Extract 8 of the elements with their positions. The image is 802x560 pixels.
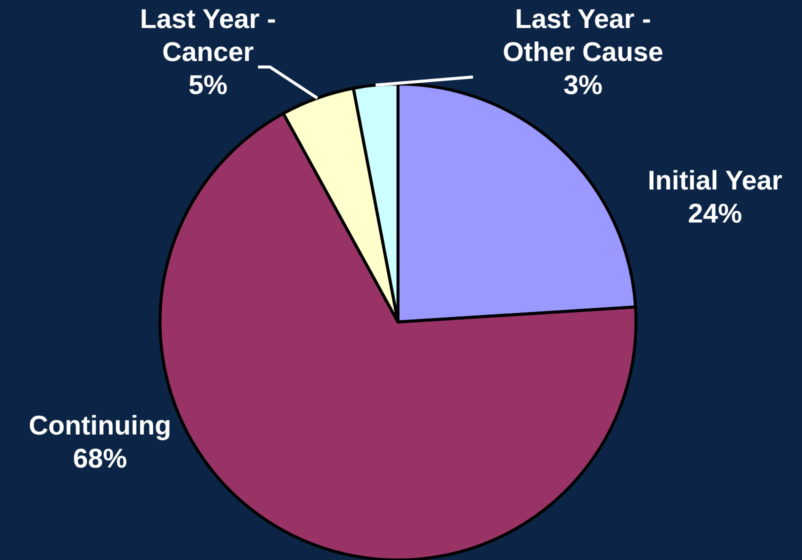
data-label: 3%	[563, 70, 603, 100]
data-label: 5%	[188, 70, 228, 100]
slice-label: Initial Year	[648, 166, 783, 196]
slice-label: Continuing	[28, 410, 172, 440]
slice-label: Last Year - Cancer	[140, 4, 276, 67]
data-label: 68%	[72, 444, 128, 474]
data-label: 24%	[688, 198, 742, 228]
slice-label: Last Year - Other Cause	[502, 4, 664, 67]
